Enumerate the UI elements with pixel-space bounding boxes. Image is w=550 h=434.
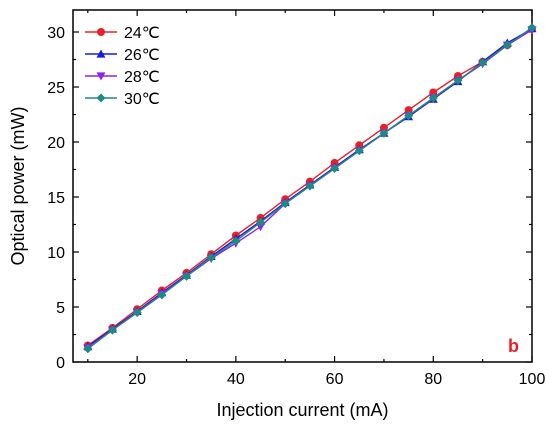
data-point	[453, 75, 463, 85]
legend-marker	[96, 49, 106, 58]
x-tick-label: 40	[227, 371, 245, 388]
panel-label: b	[508, 336, 519, 356]
x-tick-label: 80	[424, 371, 442, 388]
y-tick-label: 10	[47, 245, 65, 262]
data-point	[206, 253, 216, 262]
data-point	[527, 23, 537, 33]
y-tick-label: 15	[47, 190, 65, 207]
data-point	[404, 111, 414, 121]
legend-label: 30℃	[124, 91, 160, 108]
data-point	[478, 58, 488, 68]
x-tick-label: 20	[128, 371, 146, 388]
legend: 24℃ 26℃ 28℃ 30℃	[85, 25, 160, 108]
data-point	[107, 325, 117, 335]
series-4	[83, 23, 537, 354]
legend-item: 24℃	[85, 25, 160, 42]
legend-label: 28℃	[124, 69, 160, 86]
data-point	[280, 199, 290, 209]
legend-label: 24℃	[124, 25, 160, 42]
data-point	[256, 217, 266, 227]
data-point	[330, 163, 340, 173]
y-axis-title: Optical power (mW)	[8, 106, 28, 265]
legend-marker	[97, 28, 105, 36]
data-point	[502, 40, 512, 50]
legend-item: 28℃	[85, 69, 160, 86]
y-tick-label: 30	[47, 25, 65, 42]
data-point	[132, 308, 142, 317]
legend-marker	[96, 72, 106, 81]
data-point	[256, 223, 266, 232]
y-tick-label: 5	[56, 300, 65, 317]
x-tick-label: 60	[326, 371, 344, 388]
data-point	[379, 128, 389, 138]
legend-marker	[96, 93, 106, 103]
y-tick-label: 25	[47, 80, 65, 97]
data-point	[354, 146, 364, 156]
x-axis-title: Injection current (mA)	[216, 400, 388, 420]
data-point	[305, 181, 315, 191]
data-point	[157, 290, 167, 300]
data-point	[182, 271, 192, 281]
x-tick-label: 100	[519, 371, 546, 388]
legend-item: 30℃	[85, 91, 160, 108]
legend-label: 26℃	[124, 47, 160, 64]
plot-frame	[72, 9, 533, 363]
legend-item: 26℃	[85, 47, 160, 64]
data-point	[428, 93, 438, 103]
data-point	[231, 236, 241, 246]
y-tick-label: 0	[56, 355, 65, 372]
y-tick-label: 20	[47, 135, 65, 152]
data-point	[83, 344, 93, 354]
